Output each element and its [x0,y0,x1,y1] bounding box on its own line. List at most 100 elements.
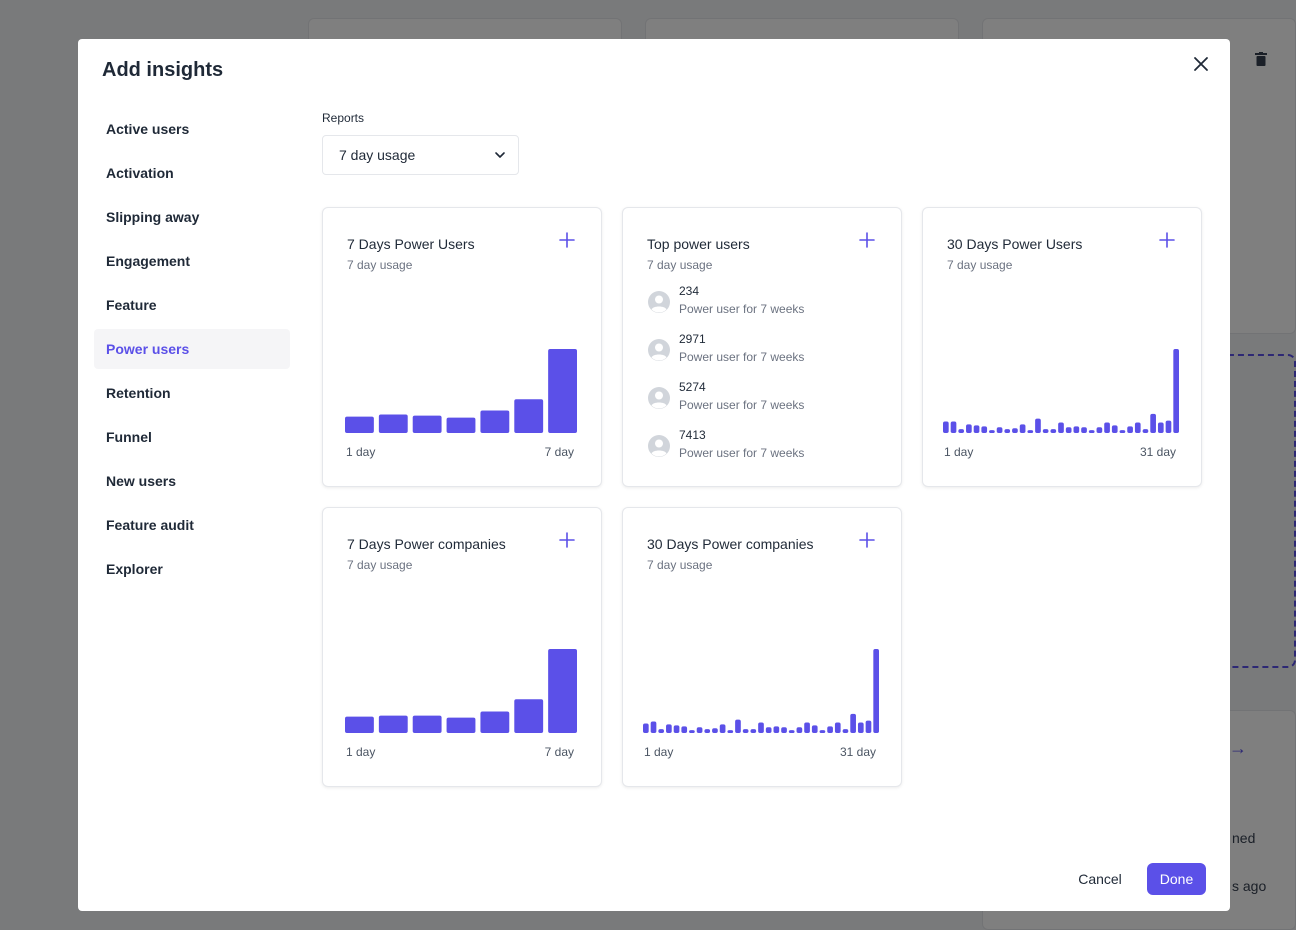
chart-bar [650,721,657,733]
chart-bar [850,713,856,733]
add-button[interactable] [1159,232,1175,248]
user-id: 234 [679,284,700,298]
bar-chart: 1 day 31 day [643,649,879,759]
chart-tick-label: 1 day [944,445,973,459]
user-description: Power user for 7 weeks [679,398,805,412]
chart-bar [1073,426,1080,433]
card-subtitle: 7 day usage [947,258,1013,272]
plus-icon [559,232,575,248]
chart-bar [834,722,841,733]
chart-bar [811,725,818,733]
user-id: 5274 [679,380,706,394]
done-button[interactable]: Done [1147,863,1206,895]
chart-bar [1096,427,1103,433]
chart-bar [446,717,476,733]
sidebar-item-explorer[interactable]: Explorer [106,561,163,577]
add-button[interactable] [559,232,575,248]
insight-card-top-power-users[interactable]: Top power users 7 day usage 234 Power use… [622,207,902,487]
chart-bar [989,430,995,433]
chart-bar [1004,429,1011,433]
insight-card-power-users-7[interactable]: 7 Days Power Users 7 day usage 1 day 7 da… [322,207,602,487]
card-title: 7 Days Power Users [347,236,475,252]
chart-bar [1035,418,1041,433]
add-button[interactable] [559,532,575,548]
user-avatar-icon [648,291,670,313]
chart-bar [1050,429,1057,433]
sidebar-item-engagement[interactable]: Engagement [106,253,191,269]
reports-select-value: 7 day usage [339,147,416,163]
chevron-down-icon [495,152,505,158]
bar-chart: 1 day 7 day [345,349,577,459]
chart-bar [1111,425,1118,433]
chart-bar [666,724,672,733]
chart-bar [996,427,1003,433]
chart-bar [865,720,872,733]
card-subtitle: 7 day usage [647,558,713,572]
insight-card-power-companies-30[interactable]: 30 Days Power companies 7 day usage 1 da… [622,507,902,787]
card-subtitle: 7 day usage [647,258,713,272]
sidebar-item-slipping-away[interactable]: Slipping away [106,209,200,225]
sidebar-item-power-users[interactable]: Power users [94,329,290,369]
close-button[interactable] [1190,53,1212,75]
chart-bar [765,727,772,733]
chart-bar [1165,420,1172,433]
chart-bar [958,429,965,433]
add-button[interactable] [859,232,875,248]
chart-bar [412,715,442,733]
modal-title: Add insights [102,59,224,81]
bar-chart: 1 day 7 day [345,649,577,759]
chart-bar [827,726,833,733]
sidebar-item-retention[interactable]: Retention [106,385,171,401]
chart-bar [973,425,980,433]
chart-bar [742,729,749,733]
card-title: 7 Days Power companies [347,536,506,552]
chart-bar [1019,424,1026,433]
chart-bar [689,730,695,733]
sidebar-item-active-users[interactable]: Active users [106,121,190,137]
plus-icon [559,532,575,548]
chart-bar [727,730,734,733]
insight-card-power-users-30[interactable]: 30 Days Power Users 7 day usage 1 day 31 … [922,207,1202,487]
chart-bar [1042,429,1049,433]
user-description: Power user for 7 weeks [679,350,805,364]
close-icon [1194,57,1208,71]
reports-label: Reports [322,111,365,125]
chart-bar [480,410,510,433]
card-subtitle: 7 day usage [347,558,413,572]
add-insights-modal: Add insights Active users Activation Slipp… [78,39,1230,911]
sidebar-item-funnel[interactable]: Funnel [106,429,152,445]
chart-bar [1058,422,1064,433]
chart-bar [643,723,649,733]
chart-bar [412,415,442,433]
chart-bar [804,722,810,733]
chart-bar [1027,430,1034,433]
chart-bar [788,730,795,733]
chart-bar [658,729,665,733]
chart-bar [548,349,577,433]
chart-bar [712,728,718,733]
insight-card-power-companies-7[interactable]: 7 Days Power companies 7 day usage 1 day… [322,507,602,787]
chart-bar [1134,422,1141,433]
chart-tick-label: 31 day [840,745,876,759]
chart-bar [1127,426,1133,433]
sidebar-item-feature-audit[interactable]: Feature audit [106,517,194,533]
card-title: 30 Days Power Users [947,236,1083,252]
user-id: 2971 [679,332,706,346]
cancel-button[interactable]: Cancel [1078,871,1122,887]
chart-bar [1065,427,1072,433]
chart-bar [1088,430,1095,433]
chart-bar [735,719,741,733]
user-avatar-icon [648,435,670,457]
chart-bar [758,722,764,733]
chart-bar [378,715,408,733]
reports-select[interactable]: 7 day usage [322,135,519,175]
sidebar-item-feature[interactable]: Feature [106,297,157,313]
sidebar-item-activation[interactable]: Activation [106,165,174,181]
chart-tick-label: 1 day [346,745,375,759]
user-description: Power user for 7 weeks [679,302,805,316]
chart-bar [781,727,787,733]
chart-bar [696,727,703,733]
add-button[interactable] [859,532,875,548]
sidebar-item-new-users[interactable]: New users [106,473,177,489]
chart-tick-label: 31 day [1140,445,1176,459]
